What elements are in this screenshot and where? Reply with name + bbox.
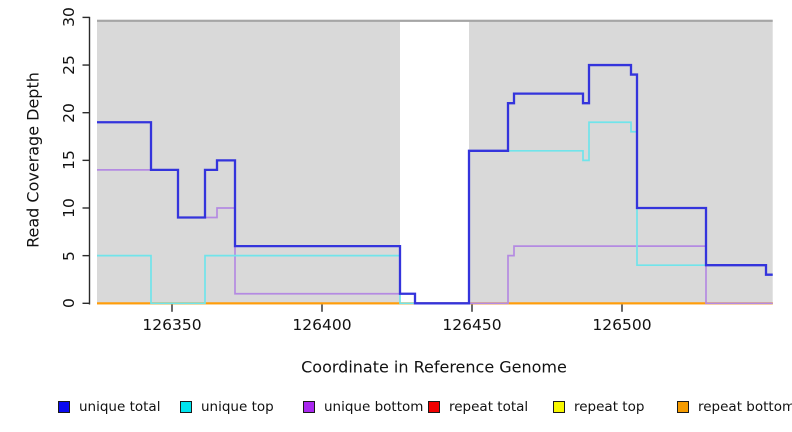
y-tick-label: 10 (60, 198, 78, 218)
plot-background-right (469, 20, 773, 305)
legend-label: unique total (79, 399, 161, 415)
x-tick-label: 126400 (292, 316, 352, 334)
y-tick-label: 5 (60, 250, 78, 261)
legend-label: repeat total (449, 399, 529, 415)
x-tick-label: 126450 (442, 316, 502, 334)
legend-item-repeat-top: repeat top (553, 398, 644, 416)
legend-item-unique-bottom: unique bottom (303, 398, 423, 416)
x-tick-label: 126500 (592, 316, 652, 334)
x-axis-title: Coordinate in Reference Genome (301, 357, 567, 377)
y-tick-label: 20 (60, 102, 78, 123)
y-tick-label: 15 (60, 150, 78, 171)
legend-swatch-repeat-top (553, 401, 565, 413)
legend-label: unique top (201, 399, 274, 415)
legend-label: repeat bottom (698, 399, 792, 415)
legend-label: unique bottom (324, 399, 424, 415)
y-tick-label: 0 (60, 298, 78, 309)
y-tick-label: 30 (60, 7, 78, 28)
legend-swatch-unique-total (58, 401, 70, 413)
legend-swatch-unique-top (180, 401, 192, 413)
plot-background-left (97, 20, 400, 305)
x-tick-label: 126350 (142, 316, 202, 334)
series-line-unique-top (97, 121, 773, 305)
gap-top-bar (97, 19, 773, 22)
y-tick-label: 25 (60, 55, 78, 75)
legend-swatch-unique-bottom (303, 401, 315, 413)
series-line-unique-total (97, 63, 773, 305)
legend-swatch-repeat-total (428, 401, 440, 413)
legend-item-unique-top: unique top (180, 398, 274, 416)
y-axis-title: Read Coverage Depth (23, 72, 43, 248)
legend-item-repeat-bottom: repeat bottom (677, 398, 792, 416)
legend-label: repeat top (574, 399, 645, 415)
legend-item-unique-total: unique total (58, 398, 160, 416)
legend-swatch-repeat-bottom (677, 401, 689, 413)
legend-item-repeat-total: repeat total (428, 398, 528, 416)
chart-legend: unique total unique top unique bottom repea… (0, 398, 792, 418)
